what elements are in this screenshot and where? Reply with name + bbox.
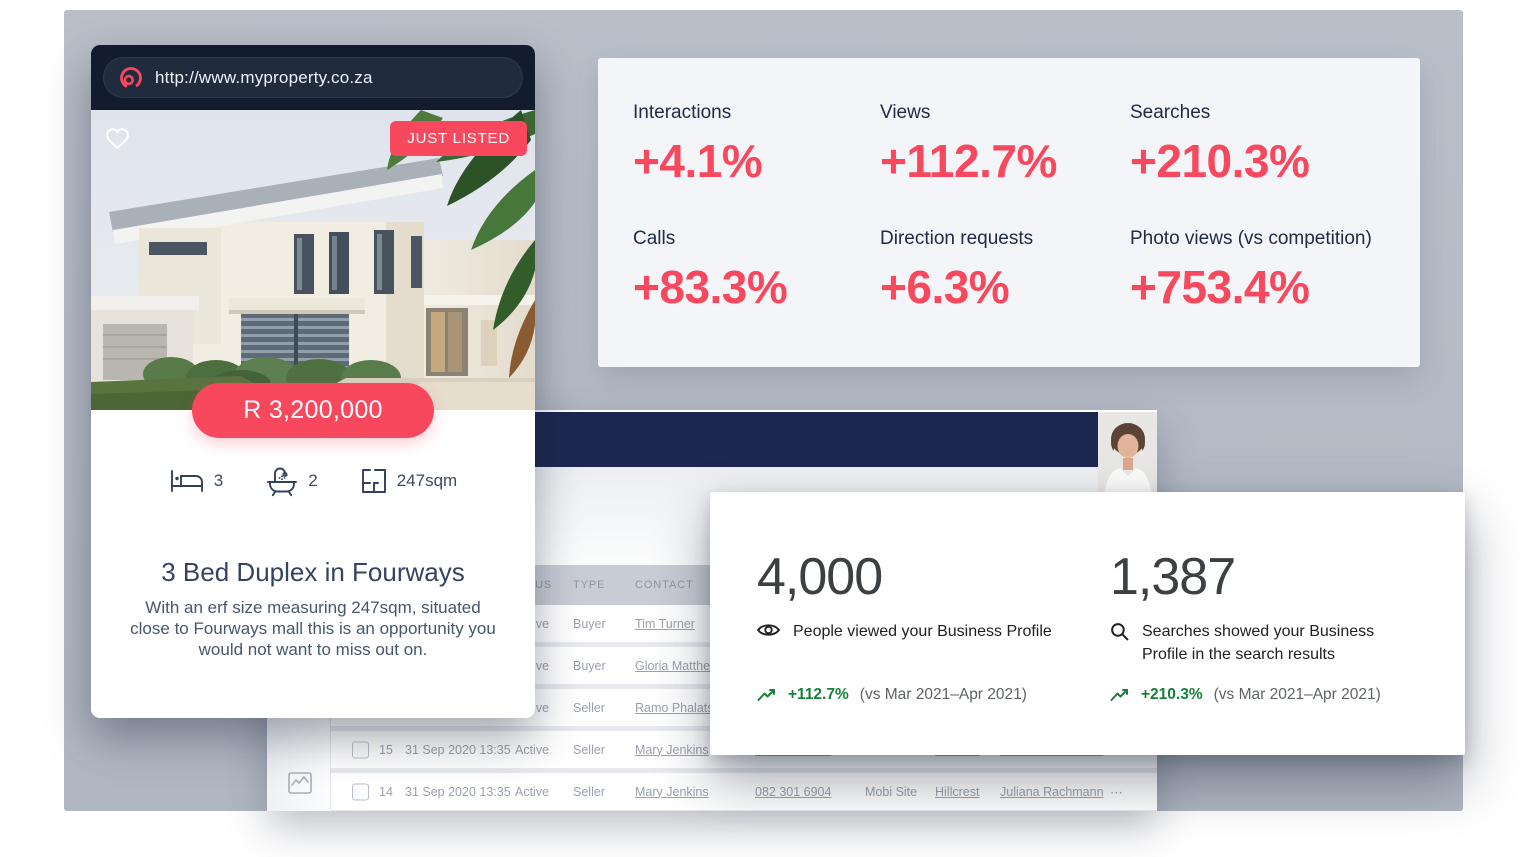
baths-count: 2 <box>308 471 318 490</box>
search-icon <box>1110 620 1129 641</box>
floorplan-icon <box>360 467 388 495</box>
row-checkbox[interactable] <box>352 783 369 800</box>
listing-description: With an erf size measuring 247sqm, situa… <box>130 598 496 660</box>
stat-label: Views <box>880 102 931 123</box>
insight-searches: 1,387 Searches showed your Business Prof… <box>1110 492 1430 755</box>
stat-direction-requests: Direction requests +6.3% <box>880 228 1130 314</box>
stat-value: +4.1% <box>633 135 763 187</box>
url-text: http://www.myproperty.co.za <box>155 67 373 87</box>
searches-delta: +210.3% <box>1141 686 1203 703</box>
stat-label: Searches <box>1130 102 1211 123</box>
erf-size: 247sqm <box>396 471 458 490</box>
price-badge: R 3,200,000 <box>192 383 434 438</box>
stat-value: +83.3% <box>633 261 788 313</box>
insight-views: 4,000 People viewed your Business Profil… <box>757 492 1087 755</box>
column-header-type: TYPE <box>573 579 606 591</box>
address-field[interactable]: http://www.myproperty.co.za <box>103 57 523 98</box>
property-photo: JUST LISTED <box>91 110 535 410</box>
favorite-heart-icon[interactable] <box>104 126 131 156</box>
eye-icon <box>757 620 780 638</box>
stat-value: +753.4% <box>1130 261 1310 313</box>
feature-baths: 2 <box>265 465 318 497</box>
row-contact-link[interactable]: Ramo Phalatsi <box>635 700 717 715</box>
row-suburb-link[interactable]: Hillcrest <box>935 784 980 799</box>
bath-icon <box>265 465 299 497</box>
row-status: Active <box>515 742 550 757</box>
stat-calls: Calls +83.3% <box>633 228 880 314</box>
listing-title: 3 Bed Duplex in Fourways <box>161 557 465 587</box>
chart-icon[interactable] <box>287 770 313 801</box>
row-contact-link[interactable]: Gloria Matthews <box>635 658 726 673</box>
row-type: Seller <box>573 742 605 757</box>
performance-stats-panel: Interactions +4.1% Views +112.7% Searche… <box>598 58 1420 367</box>
row-date: 31 Sep 2020 13:35 <box>405 784 511 799</box>
column-header-contact: CONTACT <box>635 579 694 591</box>
stat-views: Views +112.7% <box>880 102 1130 188</box>
row-type: Buyer <box>573 658 606 673</box>
searches-label: Searches showed your Business Profile in… <box>1142 623 1375 664</box>
avatar[interactable] <box>1098 412 1157 502</box>
row-checkbox[interactable] <box>352 741 369 758</box>
feature-erf-size: 247sqm <box>360 465 457 497</box>
feature-beds: 3 <box>169 465 223 497</box>
row-phone-link[interactable]: 082 301 6904 <box>755 784 832 799</box>
row-type: Seller <box>573 784 605 799</box>
stat-label: Calls <box>633 228 676 249</box>
searches-count: 1,387 <box>1110 548 1236 606</box>
stat-searches: Searches +210.3% <box>1130 102 1420 188</box>
views-label: People viewed your Business Profile <box>793 623 1052 640</box>
views-period: (vs Mar 2021–Apr 2021) <box>859 686 1027 703</box>
row-agent-link[interactable]: Juliana Rachmann <box>1000 784 1104 799</box>
stat-label: Interactions <box>633 102 732 123</box>
bed-icon <box>169 468 205 494</box>
stat-value: +210.3% <box>1130 135 1310 187</box>
row-number: 15 <box>379 742 393 757</box>
table-row[interactable]: 14 31 Sep 2020 13:35 Active Seller Mary … <box>331 773 1157 810</box>
business-profile-insights-card: 4,000 People viewed your Business Profil… <box>710 492 1465 755</box>
views-count: 4,000 <box>757 548 883 606</box>
views-delta: +112.7% <box>788 686 849 703</box>
row-menu-icon[interactable]: ⋯ <box>1110 785 1124 799</box>
row-date: 31 Sep 2020 13:35 <box>405 742 511 757</box>
row-source: Mobi Site <box>865 784 918 799</box>
just-listed-badge: JUST LISTED <box>390 121 527 156</box>
stat-interactions: Interactions +4.1% <box>633 102 880 188</box>
row-contact-link[interactable]: Tim Turner <box>635 616 695 631</box>
property-listing-card: JUST LISTED http://www.myproperty.co.za … <box>91 45 535 718</box>
stat-value: +112.7% <box>880 135 1057 187</box>
stat-label: Photo views (vs competition) <box>1130 228 1372 249</box>
stat-photo-views: Photo views (vs competition) +753.4% <box>1130 228 1420 314</box>
row-type: Buyer <box>573 616 606 631</box>
row-contact-link[interactable]: Mary Jenkins <box>635 784 709 799</box>
searches-period: (vs Mar 2021–Apr 2021) <box>1213 686 1381 703</box>
row-status: Active <box>515 784 550 799</box>
stat-label: Direction requests <box>880 228 1034 249</box>
stat-value: +6.3% <box>880 261 1010 313</box>
row-number: 14 <box>379 784 393 799</box>
beds-count: 3 <box>213 471 224 490</box>
trending-up-icon <box>757 688 777 702</box>
row-contact-link[interactable]: Mary Jenkins <box>635 742 709 757</box>
myproperty-logo-icon <box>118 65 144 91</box>
browser-url-bar: http://www.myproperty.co.za <box>91 45 535 110</box>
listing-features: 3 2 <box>91 465 535 497</box>
row-type: Seller <box>573 700 605 715</box>
trending-up-icon <box>1110 688 1130 702</box>
